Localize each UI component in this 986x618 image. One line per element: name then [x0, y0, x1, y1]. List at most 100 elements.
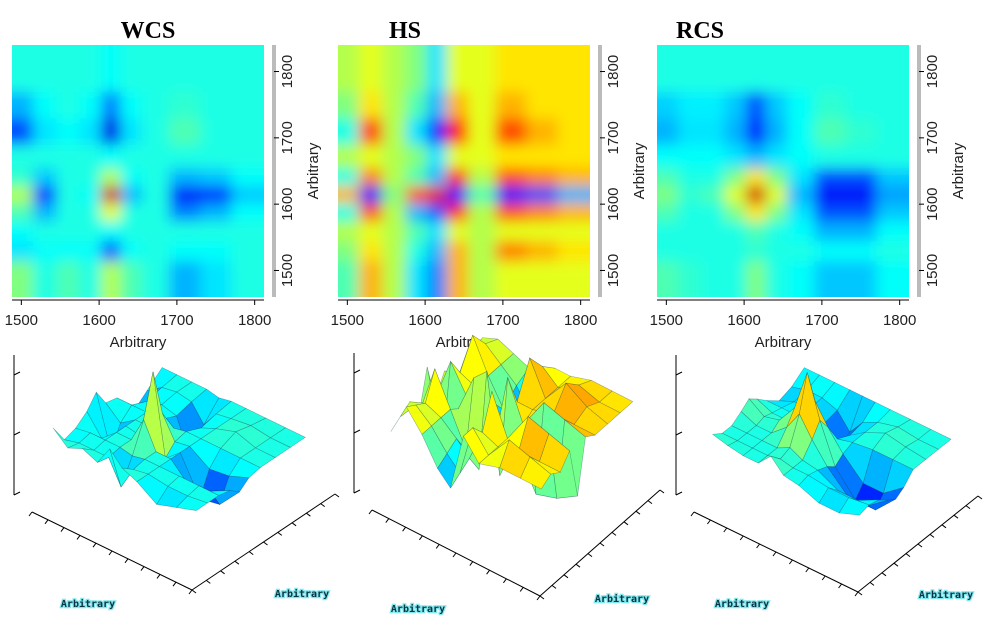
- heatmap-cell: [657, 144, 679, 169]
- heatmap-cell: [765, 220, 788, 242]
- heatmap-cell: [557, 167, 590, 187]
- heatmap-cell: [845, 260, 877, 297]
- heatmap-cell: [876, 202, 909, 222]
- heatmap-cell: [141, 240, 170, 262]
- surface-edge-tick: [188, 589, 193, 595]
- heatmap-cell: [467, 260, 496, 297]
- y-tick-label: 1700: [279, 121, 296, 154]
- heatmap-cell: [657, 45, 679, 92]
- heatmap-cell: [701, 185, 726, 203]
- heatmap-cell: [405, 202, 428, 222]
- surface-edge-tick: [76, 535, 81, 540]
- surface-edge-tick: [28, 511, 33, 517]
- y-tick-label: 1800: [924, 55, 941, 88]
- heatmap-cell: [79, 117, 102, 145]
- heatmap-cell: [169, 144, 201, 169]
- heatmap-cell: [814, 220, 846, 242]
- heatmap-cell: [814, 167, 846, 187]
- heatmap-cell: [876, 167, 909, 187]
- heatmap-cell: [405, 240, 428, 262]
- surface-edge-tick: [191, 589, 197, 594]
- heatmap-cell: [169, 45, 201, 92]
- surface-edge-tick: [108, 550, 113, 556]
- heatmap: [657, 45, 909, 297]
- heatmap-cell: [79, 45, 102, 92]
- heatmap-cell: [382, 167, 407, 187]
- surface-edge-tick: [635, 510, 641, 515]
- heatmap-cell: [467, 117, 496, 145]
- surface-edge-tick: [306, 512, 311, 517]
- heatmap-cell: [12, 144, 34, 169]
- heatmap-cell: [169, 167, 201, 187]
- heatmap-cell: [678, 202, 702, 222]
- surface-edge-tick: [385, 518, 390, 523]
- heatmap-cell: [701, 220, 726, 242]
- heatmap-cell: [657, 91, 679, 119]
- surface-edge-tick: [536, 595, 541, 601]
- heatmap-cell: [845, 240, 877, 262]
- surface-edge-tick: [953, 514, 959, 519]
- surface-z-tick: [675, 431, 683, 436]
- surface-cell: [838, 497, 870, 516]
- heatmap-cell: [657, 202, 679, 222]
- surface-edge-tick: [418, 535, 423, 541]
- heatmap-cell: [120, 240, 143, 262]
- heatmap-cell: [845, 167, 877, 187]
- heatmap-cell: [33, 144, 57, 169]
- surface-edge-tick: [929, 534, 935, 538]
- x-axis-label: Arbitrary: [755, 334, 812, 351]
- heatmap-cell: [120, 202, 143, 222]
- heatmap-cell: [120, 117, 143, 145]
- heatmap-cell: [678, 45, 702, 92]
- heatmap-cell: [338, 45, 360, 92]
- surface-z-tick: [675, 371, 683, 376]
- heatmap-cell: [495, 117, 527, 145]
- surface-edge-tick: [739, 535, 744, 541]
- heatmap-cell: [526, 45, 558, 92]
- heatmap-cell: [427, 260, 447, 297]
- surface-edge-tick: [821, 575, 826, 581]
- heatmap-cell: [382, 220, 407, 242]
- heatmap-cell: [765, 144, 788, 169]
- heatmap-cell: [359, 240, 383, 262]
- heatmap-cell: [724, 185, 747, 203]
- heatmap-cell: [845, 185, 877, 203]
- heatmap-cell: [786, 260, 815, 297]
- heatmap-cell: [495, 260, 527, 297]
- heatmap-cell: [526, 167, 558, 187]
- heatmap-cell: [231, 117, 264, 145]
- surface-edge-tick: [539, 595, 545, 600]
- heatmap-cell: [876, 117, 909, 145]
- y-axis-label: Arbitrary: [305, 142, 322, 199]
- heatmap-cell: [169, 220, 201, 242]
- heatmap-cell: [359, 144, 383, 169]
- surface-cell: [529, 456, 562, 475]
- heatmap-cell: [338, 202, 360, 222]
- heatmap-cell: [765, 202, 788, 222]
- heatmap-cell: [724, 45, 747, 92]
- heatmap-cell: [359, 117, 383, 145]
- surface-edge-tick: [647, 500, 653, 505]
- surface-z-tick: [13, 431, 21, 436]
- y-tick-label: 1600: [279, 187, 296, 220]
- heatmap-cell: [701, 202, 726, 222]
- heatmap-cell: [382, 185, 407, 203]
- heatmap-cell: [557, 45, 590, 92]
- heatmap-cell: [724, 220, 747, 242]
- surface-cell: [598, 390, 634, 414]
- surface-edge-tick: [965, 505, 971, 510]
- heatmap-cell: [120, 91, 143, 119]
- heatmap-cell: [200, 220, 232, 242]
- heatmap-cell: [359, 202, 383, 222]
- heatmap-cell: [405, 260, 428, 297]
- heatmap-cell: [814, 45, 846, 92]
- surface-edge-tick: [623, 521, 629, 526]
- surface-edge-tick: [156, 574, 161, 579]
- surface-x-label: Arbitrary: [61, 598, 115, 610]
- surface-edge-tick: [551, 585, 557, 589]
- surface: [390, 334, 634, 499]
- heatmap-cell: [724, 144, 747, 169]
- heatmap-cells: [12, 45, 264, 297]
- heatmap-cell: [12, 185, 34, 203]
- heatmap-cell: [33, 91, 57, 119]
